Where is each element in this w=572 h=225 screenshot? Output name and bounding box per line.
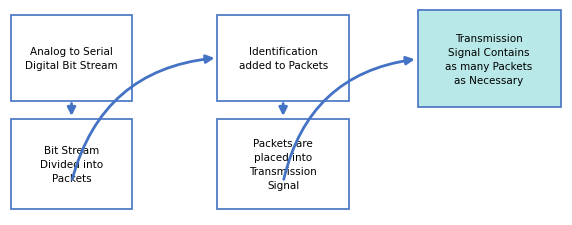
- Text: Bit Stream
Divided into
Packets: Bit Stream Divided into Packets: [40, 145, 103, 183]
- FancyBboxPatch shape: [418, 11, 561, 108]
- FancyBboxPatch shape: [11, 119, 132, 209]
- Text: Transmission
Signal Contains
as many Packets
as Necessary: Transmission Signal Contains as many Pac…: [446, 34, 533, 86]
- Text: Analog to Serial
Digital Bit Stream: Analog to Serial Digital Bit Stream: [25, 47, 118, 70]
- Text: Packets are
placed into
Transmission
Signal: Packets are placed into Transmission Sig…: [249, 138, 317, 190]
- Text: Identification
added to Packets: Identification added to Packets: [239, 47, 328, 70]
- FancyBboxPatch shape: [217, 119, 349, 209]
- FancyBboxPatch shape: [11, 16, 132, 101]
- FancyBboxPatch shape: [217, 16, 349, 101]
